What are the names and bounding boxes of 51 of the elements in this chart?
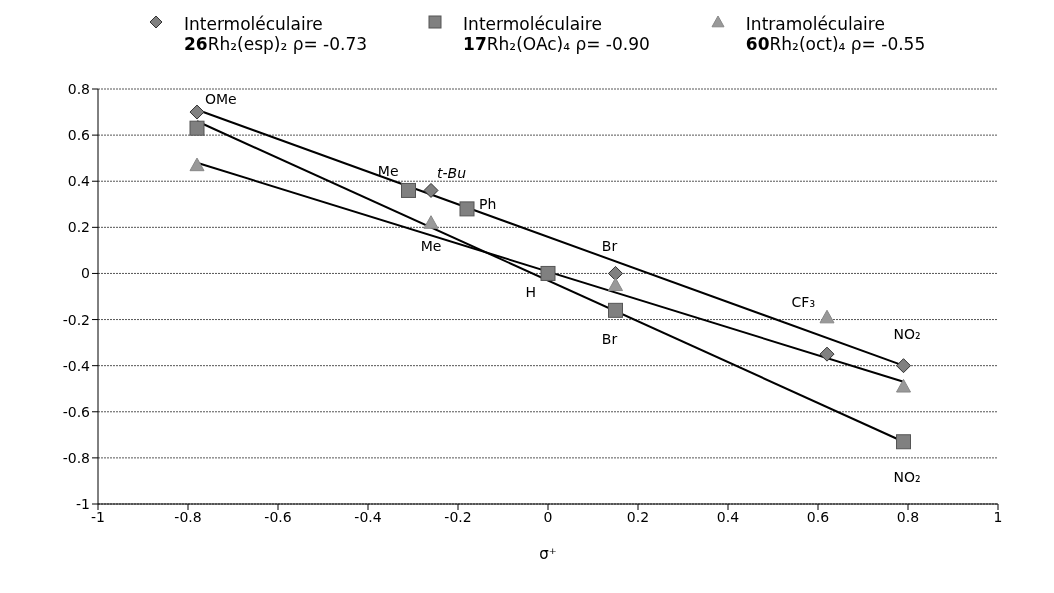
x-tick-label: 0.6 xyxy=(806,508,830,525)
point xyxy=(423,215,439,229)
annotation: Me xyxy=(377,163,399,180)
y-tick-label: -0.2 xyxy=(62,311,90,328)
point xyxy=(819,309,835,324)
x-tick-label: -0.4 xyxy=(354,508,382,525)
x-axis-title: σ⁺ xyxy=(539,545,557,563)
legend-label: Intramoléculaire 60Rh₂(oct)₄ ρ= -0.55 xyxy=(745,14,926,54)
y-tick-label: 0.8 xyxy=(67,80,90,97)
point xyxy=(189,120,205,136)
y-tick-label: 0.6 xyxy=(67,127,91,144)
point xyxy=(401,182,416,198)
point xyxy=(189,104,205,120)
x-tick-label: -1 xyxy=(91,508,105,525)
legend-label: Intermoléculaire 26Rh₂(esp)₂ ρ= -0.73 xyxy=(184,14,368,54)
point xyxy=(896,434,911,450)
annotation: Br xyxy=(601,331,618,348)
point xyxy=(819,346,835,362)
annotation: Br xyxy=(601,238,618,255)
y-tick-label: 0.2 xyxy=(67,219,90,236)
annotation: Ph xyxy=(479,195,497,212)
annotation: Me xyxy=(420,237,442,254)
legend-label: Intermoléculaire 17Rh₂(OAc)₄ ρ= -0.90 xyxy=(463,14,650,54)
x-tick-label: -0.6 xyxy=(264,508,292,525)
point xyxy=(608,302,623,318)
point xyxy=(540,265,556,281)
x-tick-label: 0.4 xyxy=(716,508,740,525)
y-tick-label: -0.4 xyxy=(62,357,91,374)
x-tick-label: 0 xyxy=(543,508,553,525)
point xyxy=(608,277,623,292)
point xyxy=(896,358,911,374)
x-tick-label: 1 xyxy=(993,508,1003,525)
annotation: CF₃ xyxy=(791,294,815,311)
point xyxy=(459,201,475,217)
point xyxy=(189,157,205,172)
annotation: H xyxy=(525,284,536,301)
annotation: NO₂ xyxy=(893,468,921,485)
annotation: NO₂ xyxy=(893,325,921,342)
point xyxy=(896,378,911,393)
y-tick-label: -0.8 xyxy=(62,449,90,466)
x-tick-label: -0.2 xyxy=(444,508,472,525)
y-tick-label: -0.6 xyxy=(62,403,91,420)
y-tick-label: 0.4 xyxy=(67,173,91,190)
y-tick-label: 0 xyxy=(81,265,90,282)
annotation: t-Bu xyxy=(437,165,467,182)
annotation: OMe xyxy=(205,91,237,108)
point xyxy=(423,182,439,198)
y-tick-label: -1 xyxy=(76,495,90,512)
x-tick-label: 0.2 xyxy=(626,508,650,525)
x-tick-label: -0.8 xyxy=(174,508,202,525)
x-tick-label: 0.8 xyxy=(896,508,920,525)
